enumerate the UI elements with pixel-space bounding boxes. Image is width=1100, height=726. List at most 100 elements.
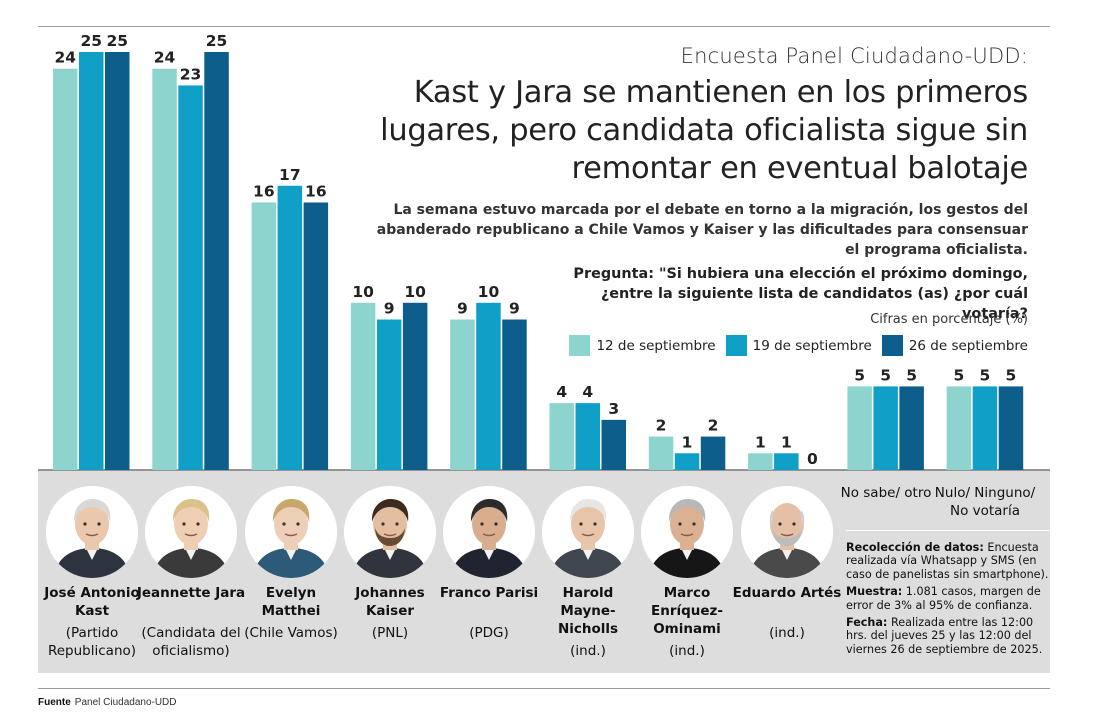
source-text: Panel Ciudadano-UDD	[74, 697, 177, 708]
bar-9-series-3	[899, 386, 924, 470]
value-label-1-series-1: 24	[54, 49, 76, 67]
value-label-1-series-3: 25	[106, 32, 128, 50]
value-label-4-series-2: 9	[384, 300, 395, 318]
candidate-party-kaiser: (PNL)	[371, 625, 409, 641]
bar-4-series-1	[350, 302, 376, 470]
value-label-7-series-2: 1	[682, 433, 693, 451]
portrait-kaiser-icon	[344, 486, 436, 578]
candidate-party-parisi: (PDG)	[469, 625, 509, 641]
subtitle: La semana estuvo marcada por el debate e…	[376, 202, 1028, 258]
header: Encuesta Panel Ciudadano-UDD: Kast y Jar…	[368, 44, 1029, 260]
bar-9-series-1	[847, 386, 872, 470]
note-sample-label: Muestra:	[846, 585, 903, 599]
legend-swatch-3	[881, 335, 903, 356]
legend-label-2: 19 de septiembre	[752, 337, 872, 354]
value-label-8-series-3: 0	[807, 450, 818, 468]
top-rule	[38, 26, 1050, 27]
bar-6-series-1	[549, 403, 574, 470]
portrait-matthei-icon	[245, 486, 337, 578]
candidate-name-mayne-nicholls: Harold Mayne-Nicholls	[557, 585, 619, 637]
legend-label-3: 26 de septiembre	[908, 337, 1028, 354]
value-label-10-series-2: 5	[980, 366, 991, 384]
candidate-party-enriquez-ominami: (ind.)	[669, 643, 705, 659]
value-label-5-series-3: 9	[509, 300, 520, 318]
candidate-party-matthei: (Chile Vamos)	[244, 625, 338, 641]
legend-label-1: 12 de septiembre	[596, 337, 716, 354]
bar-2-series-3	[204, 52, 229, 470]
candidate-name-jara: Jeannette Jara	[136, 585, 246, 601]
legend-item-1: 12 de septiembre	[569, 335, 716, 356]
bar-2-series-2	[178, 85, 203, 470]
bar-10-series-2	[972, 386, 998, 470]
value-label-2-series-2: 23	[180, 65, 202, 83]
value-label-10-series-3: 5	[1006, 366, 1017, 384]
value-label-6-series-3: 3	[608, 400, 619, 418]
bar-6-series-3	[601, 419, 626, 470]
bar-2-series-1	[152, 68, 177, 470]
candidate-name-artes: Eduardo Artés	[732, 585, 842, 601]
portrait-jara-icon	[145, 486, 237, 578]
value-label-6-series-1: 4	[556, 383, 567, 401]
bar-1-series-1	[53, 68, 78, 470]
label-no-sabe: No sabe/ otro	[840, 485, 932, 501]
value-label-8-series-2: 1	[781, 433, 792, 451]
source-label: Fuente	[38, 697, 71, 708]
bottom-rule	[38, 688, 1050, 689]
bar-4-series-2	[376, 319, 402, 470]
value-label-1-series-2: 25	[80, 32, 102, 50]
value-label-5-series-2: 10	[478, 283, 500, 301]
candidate-name-enriquez-ominami: Marco Enríquez-Ominami	[650, 585, 723, 637]
legend-item-3: 26 de septiembre	[881, 335, 1028, 356]
note-collection-text: Encuesta realizada vía Whatsapp y SMS (e…	[846, 541, 1049, 581]
value-label-3-series-2: 17	[279, 166, 301, 184]
bar-3-series-1	[251, 202, 277, 471]
value-label-9-series-3: 5	[906, 366, 917, 384]
portrait-parisi-icon	[443, 486, 535, 578]
legend-swatch-1	[569, 335, 591, 356]
portrait-mayne-nicholls-icon	[542, 486, 634, 578]
candidate-party-kast: (Partido Republicano)	[47, 625, 137, 659]
bar-7-series-1	[648, 436, 674, 470]
value-label-7-series-3: 2	[708, 417, 719, 435]
bar-1-series-2	[79, 52, 104, 470]
survey-question: Pregunta: "Si hubiera una elección el pr…	[573, 266, 1028, 322]
bar-5-series-1	[450, 319, 475, 470]
methodology-notes: Recolección de datos: Encuesta realizada…	[846, 541, 1052, 660]
value-label-4-series-3: 10	[404, 283, 426, 301]
candidate-name-parisi: Franco Parisi	[439, 585, 539, 601]
candidate-party-artes: (ind.)	[769, 625, 805, 641]
portrait-enriquez-ominami-icon	[641, 486, 733, 578]
bar-10-series-3	[998, 386, 1024, 470]
candidate-party-jara: (Candidata del oficialismo)	[141, 625, 241, 659]
value-label-2-series-3: 25	[206, 32, 228, 50]
legend-swatch-2	[725, 335, 747, 356]
value-label-8-series-1: 1	[755, 433, 766, 451]
bar-3-series-3	[303, 202, 329, 471]
candidate-name-matthei: Evelyn Matthei	[261, 585, 321, 619]
value-label-9-series-2: 5	[880, 366, 891, 384]
portrait-artes-icon	[741, 486, 833, 578]
value-label-9-series-1: 5	[854, 366, 865, 384]
value-label-10-series-1: 5	[954, 366, 965, 384]
note-date: Fecha: Realizada entre las 12:00 hrs. de…	[846, 616, 1052, 656]
note-collection-label: Recolección de datos:	[846, 541, 984, 554]
source-line: Fuente Panel Ciudadano-UDD	[38, 697, 177, 708]
legend: 12 de septiembre 19 de septiembre 26 de …	[559, 335, 1028, 356]
candidate-name-kast: José Antonio Kast	[44, 585, 140, 619]
note-date-text: Realizada entre las 12:00 hrs. del jueve…	[846, 616, 1043, 656]
value-label-5-series-1: 9	[457, 300, 468, 318]
bar-4-series-3	[402, 302, 428, 470]
bar-10-series-1	[946, 386, 972, 470]
bar-1-series-3	[105, 52, 130, 470]
bar-5-series-3	[502, 319, 527, 470]
note-collection: Recolección de datos: Encuesta realizada…	[846, 541, 1052, 581]
value-label-3-series-1: 16	[253, 182, 275, 200]
bar-9-series-2	[873, 386, 898, 470]
candidate-name-kaiser: Johannes Kaiser	[355, 585, 425, 619]
bar-5-series-2	[476, 302, 501, 470]
label-nulo: Nulo/ Ninguno/ No votaría	[934, 485, 1036, 519]
notes-divider	[846, 530, 1050, 531]
bar-6-series-2	[575, 403, 600, 470]
unit-note: Cifras en porcentaje (%)	[870, 312, 1028, 327]
